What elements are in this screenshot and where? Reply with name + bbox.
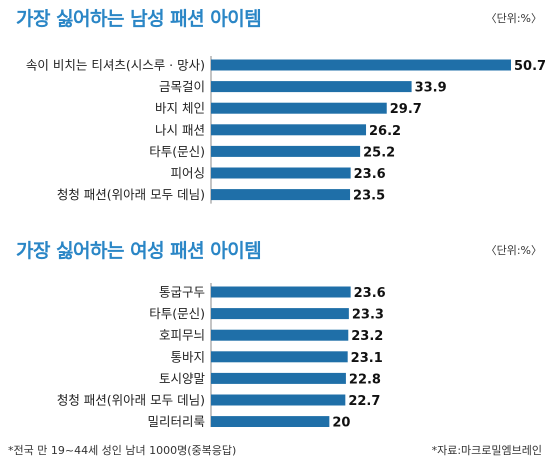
- value-label-men-3: 26.2: [369, 124, 401, 139]
- category-label-women-6: 밀리터리룩: [147, 414, 205, 427]
- category-label-men-6: 청청 패션(위아래 모두 데님): [57, 187, 205, 202]
- bar-chart-women: 통굽구두 23.6 타투(문신) 23.3 호피무늬 23.2 통바지 23.1 토시양말 22.…: [57, 283, 386, 427]
- category-label-men-3: 나시 패션: [155, 122, 205, 137]
- bar-women-3: [211, 351, 348, 363]
- chart-panel-women: 가장 싫어하는 여성 패션 아이템 〈단위:%〉 통굽구두 23.6 타투(문신) 2…: [0, 232, 550, 427]
- value-label-men-6: 23.5: [353, 189, 385, 204]
- bar-women-0: [211, 286, 351, 298]
- bar-men-3: [211, 124, 367, 136]
- value-label-women-1: 23.3: [352, 308, 384, 323]
- value-label-men-5: 23.6: [354, 167, 386, 182]
- bar-men-2: [211, 102, 387, 114]
- chart-title-men: 가장 싫어하는 남성 패션 아이템: [16, 8, 262, 30]
- value-label-women-2: 23.2: [351, 329, 383, 344]
- value-label-men-2: 29.7: [390, 102, 422, 117]
- bar-women-5: [211, 394, 346, 406]
- value-label-women-0: 23.6: [354, 286, 386, 301]
- category-label-men-2: 바지 체인: [155, 101, 205, 116]
- category-label-women-5: 청청 패션(위아래 모두 데님): [57, 393, 205, 408]
- unit-label-women: 〈단위:%〉: [485, 244, 542, 257]
- bar-women-1: [211, 308, 349, 320]
- chart-title-women: 가장 싫어하는 여성 패션 아이템: [16, 240, 262, 262]
- category-label-women-0: 통굽구두: [159, 285, 205, 300]
- category-label-men-5: 피어싱: [170, 166, 205, 181]
- category-label-men-1: 금목걸이: [159, 79, 205, 94]
- value-label-men-0: 50.7: [514, 59, 546, 74]
- bar-men-0: [211, 59, 511, 71]
- category-label-women-1: 타투(문신): [149, 306, 205, 321]
- bar-chart-men: 속이 비치는 티셔츠(시스루 · 망사) 50.7 금목걸이 33.9 바지 체인 29.…: [26, 56, 546, 204]
- value-label-men-4: 25.2: [363, 145, 395, 160]
- value-label-women-3: 23.1: [351, 351, 383, 366]
- category-label-men-0: 속이 비치는 티셔츠(시스루 · 망사): [26, 58, 205, 73]
- category-label-men-4: 타투(문신): [149, 144, 205, 159]
- value-label-women-6: 20: [332, 416, 350, 427]
- bar-women-4: [211, 372, 346, 384]
- bar-men-4: [211, 145, 361, 157]
- footnote-source: *자료:마크로밀엠브레인: [431, 444, 542, 457]
- bar-women-6: [211, 416, 330, 427]
- category-label-women-4: 토시양말: [159, 371, 206, 386]
- bar-women-2: [211, 329, 349, 341]
- footnote-survey: *전국 만 19~44세 성인 남녀 1000명(중복응답): [8, 444, 237, 457]
- value-label-women-4: 22.8: [349, 372, 381, 387]
- category-label-women-3: 통바지: [170, 349, 205, 364]
- bar-men-1: [211, 81, 412, 93]
- unit-label-men: 〈단위:%〉: [485, 12, 542, 25]
- bar-men-6: [211, 189, 351, 201]
- category-label-women-2: 호피무늬: [159, 328, 205, 343]
- value-label-men-1: 33.9: [415, 81, 447, 96]
- bar-men-5: [211, 167, 351, 179]
- chart-panel-men: 가장 싫어하는 남성 패션 아이템 〈단위:%〉 속이 비치는 티셔츠(시스루 …: [0, 0, 550, 215]
- value-label-women-5: 22.7: [348, 394, 380, 409]
